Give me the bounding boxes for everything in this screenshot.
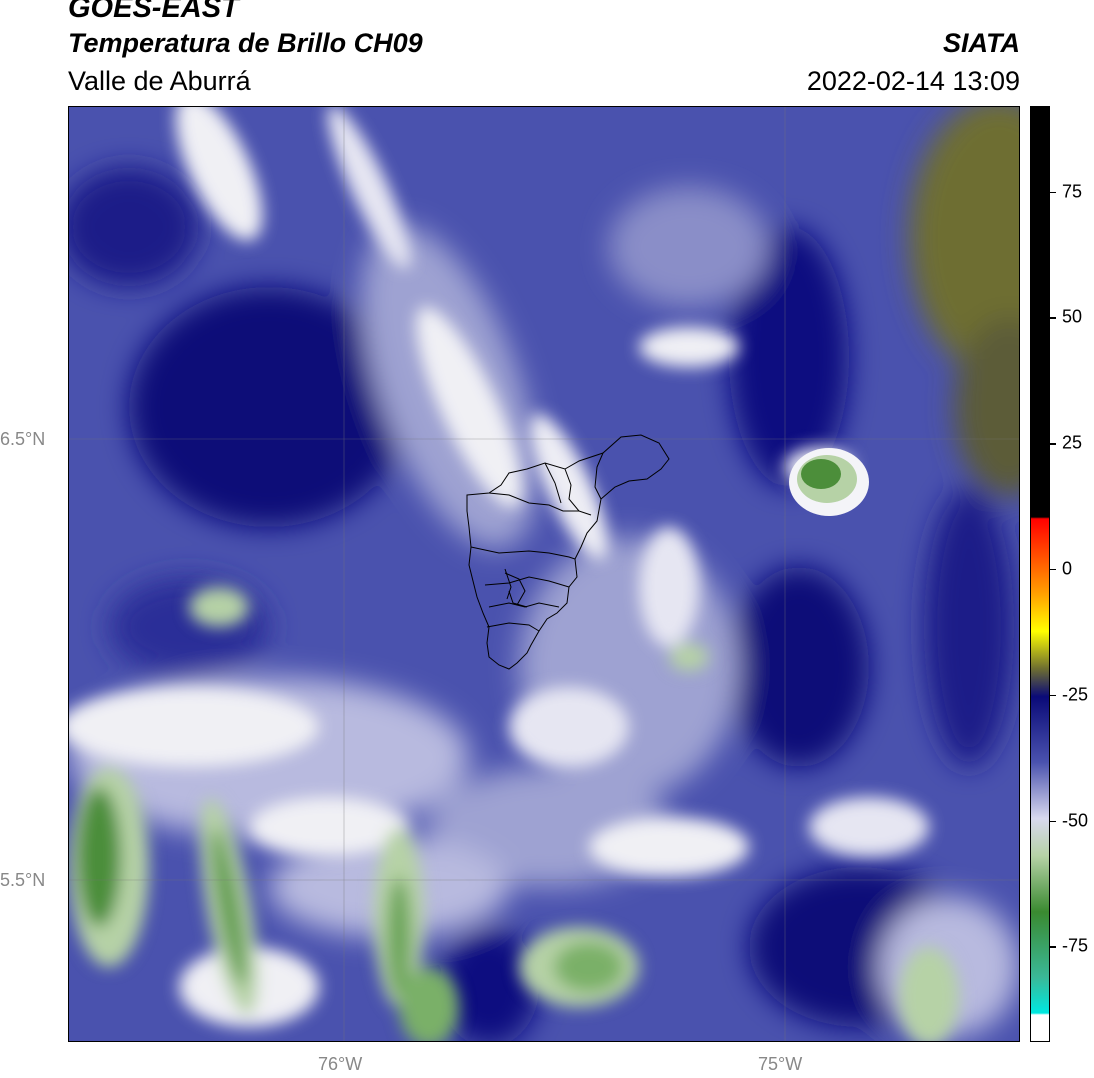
municipal-boundaries	[466, 434, 670, 670]
colorbar-tick-mark	[1050, 820, 1056, 823]
colorbar-tick-mark	[1050, 317, 1056, 319]
colorbar-tick-mark	[1050, 946, 1056, 948]
lon-tick-label: 75°W	[758, 1054, 803, 1074]
satellite-title: GOES-EAST	[68, 0, 239, 24]
colorbar-tick-label: -50	[1062, 810, 1089, 831]
agency-label: SIATA	[943, 28, 1020, 58]
colorbar-tick-label: -75	[1062, 935, 1089, 956]
colorbar-tick-label: 75	[1062, 181, 1083, 202]
colorbar-tick-label: 50	[1062, 306, 1083, 327]
field-detail	[69, 107, 959, 1041]
colorbar-tick-mark	[1050, 568, 1056, 571]
product-title: Temperatura de Brillo CH09	[68, 28, 423, 58]
lat-tick-label: 6.5°N	[0, 429, 46, 449]
colorbar	[1030, 106, 1050, 1042]
region-subtitle: Valle de Aburrá	[68, 66, 251, 96]
graticule	[69, 107, 1019, 1041]
colorbar-tick-label: 25	[1062, 432, 1083, 453]
convective-cell	[789, 448, 869, 516]
lat-tick-label: 5.5°N	[0, 870, 46, 890]
colorbar-gradient	[1031, 107, 1049, 1041]
brightness-temperature-field	[69, 107, 1019, 1041]
colorbar-tick-label: -25	[1062, 684, 1089, 705]
colorbar-tick-mark	[1050, 191, 1056, 194]
colorbar-tick-label: 0	[1062, 558, 1073, 579]
datetime-label: 2022-02-14 13:09	[806, 66, 1020, 96]
satellite-map	[68, 106, 1020, 1042]
colorbar-tick-mark	[1050, 443, 1056, 445]
lon-tick-label: 76°W	[318, 1054, 363, 1074]
colorbar-tick-mark	[1050, 694, 1056, 697]
